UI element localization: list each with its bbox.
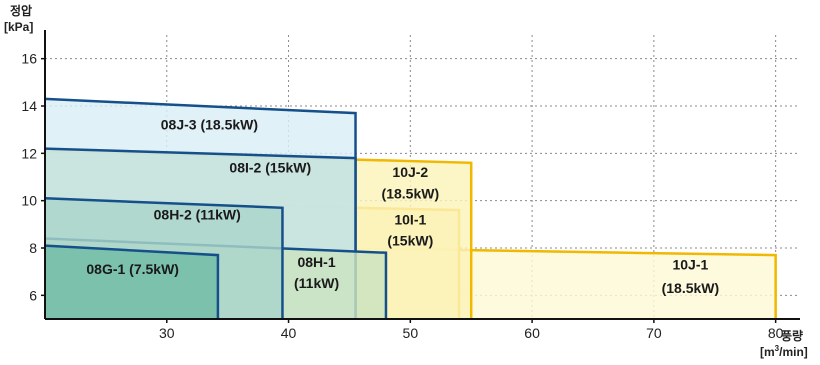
axes	[41, 30, 800, 323]
region-label-10J-1: (18.5kW)	[662, 280, 720, 296]
region-label-10J-1: 10J-1	[672, 256, 708, 272]
x-axis-unit: [m3/min]	[760, 344, 808, 359]
region-outline-08H-2	[44, 197, 284, 319]
region-label-10J-2: (18.5kW)	[382, 185, 440, 201]
region-label-10I-1: 10I-1	[394, 211, 426, 227]
y-tick-label: 16	[21, 51, 37, 67]
region-08G-1	[45, 245, 218, 319]
y-tick-label: 14	[21, 98, 37, 114]
tick-labels: 30 40 50 60 70 80 6 8 10 12 14 16	[21, 51, 783, 341]
y-tick-label: 12	[21, 145, 37, 161]
x-tick-label: 40	[281, 325, 297, 341]
x-tick-label: 50	[403, 325, 419, 341]
region-label-10I-1: (15kW)	[387, 233, 433, 249]
x-axis-title: 풍량	[781, 329, 803, 343]
region-label-08I-2: 08I-2 (15kW)	[229, 159, 311, 175]
x-tick-label: 30	[159, 325, 175, 341]
region-label-10J-2: 10J-2	[392, 164, 428, 180]
region-label-08H-1: 08H-1	[297, 254, 335, 270]
regions	[44, 97, 777, 320]
y-tick-label: 10	[21, 193, 37, 209]
y-tick-label: 6	[29, 287, 37, 303]
y-tick-label: 8	[29, 240, 37, 256]
region-label-08H-1: (11kW)	[294, 275, 339, 291]
x-tick-label: 80	[768, 325, 784, 341]
x-tick-label: 60	[524, 325, 540, 341]
region-labels: 10J-1 (18.5kW) 10I-1 (15kW) 10J-2 (18.5kW) 08J…	[86, 117, 719, 296]
y-axis-unit: [kPa]	[4, 20, 33, 34]
x-tick-label: 70	[646, 325, 662, 341]
y-axis-title: 정압	[10, 3, 32, 18]
region-label-08J-3: 08J-3 (18.5kW)	[161, 117, 258, 133]
region-label-08G-1: 08G-1 (7.5kW)	[86, 261, 179, 277]
region-outline-08G-1	[44, 244, 220, 319]
region-label-08H-2: 08H-2 (11kW)	[154, 207, 241, 223]
